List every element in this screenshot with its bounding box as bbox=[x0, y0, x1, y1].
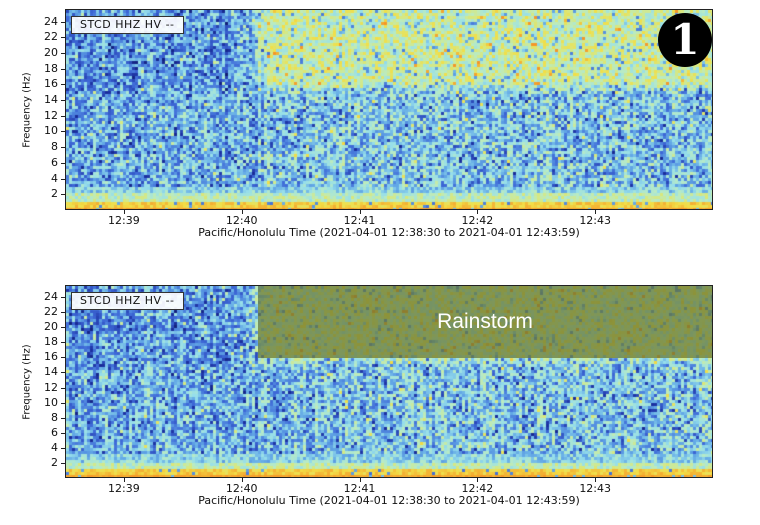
y-tick-mark bbox=[61, 22, 65, 23]
y-tick-label: 16 bbox=[44, 350, 58, 364]
y-tick-label: 10 bbox=[44, 124, 58, 138]
x-tick-label: 12:39 bbox=[108, 214, 140, 227]
y-tick-mark bbox=[61, 194, 65, 195]
x-tick-label: 12:41 bbox=[343, 482, 376, 495]
spectrogram-plot-bottom: Rainstorm STCD HHZ HV -- bbox=[65, 285, 713, 478]
x-tick-mark bbox=[360, 478, 361, 482]
x-tick-label: 12:41 bbox=[343, 214, 376, 227]
y-tick-mark bbox=[61, 100, 65, 101]
y-tick-mark bbox=[61, 372, 65, 373]
y-tick-label: 14 bbox=[44, 93, 58, 107]
y-tick-label: 22 bbox=[44, 305, 58, 319]
y-tick-label: 14 bbox=[44, 365, 58, 379]
y-tick-mark bbox=[61, 131, 65, 132]
y-tick-label: 6 bbox=[51, 425, 58, 439]
y-tick-mark bbox=[61, 297, 65, 298]
y-tick-label: 24 bbox=[44, 290, 58, 304]
x-tick-mark bbox=[477, 478, 478, 482]
y-tick-mark bbox=[61, 357, 65, 358]
x-tick-mark bbox=[595, 478, 596, 482]
y-tick-label: 18 bbox=[44, 61, 58, 75]
x-tick-label: 12:43 bbox=[579, 482, 612, 495]
y-tick-label: 24 bbox=[44, 14, 58, 28]
x-tick-label: 12:40 bbox=[225, 482, 258, 495]
x-tick-mark bbox=[242, 478, 243, 482]
x-tick-label: 12:42 bbox=[461, 482, 494, 495]
y-tick-label: 4 bbox=[51, 171, 58, 185]
y-tick-mark bbox=[61, 312, 65, 313]
y-tick-mark bbox=[61, 179, 65, 180]
y-tick-label: 2 bbox=[51, 455, 58, 469]
x-tick-label: 12:40 bbox=[225, 214, 258, 227]
y-tick-mark bbox=[61, 69, 65, 70]
y-tick-label: 12 bbox=[44, 108, 58, 122]
spectrogram-canvas-top bbox=[66, 10, 712, 209]
station-legend-top: STCD HHZ HV -- bbox=[71, 16, 184, 34]
y-tick-mark bbox=[61, 403, 65, 404]
y-tick-mark bbox=[61, 116, 65, 117]
y-tick-label: 22 bbox=[44, 30, 58, 44]
y-tick-mark bbox=[61, 163, 65, 164]
y-tick-mark bbox=[61, 448, 65, 449]
x-tick-mark bbox=[595, 210, 596, 214]
y-tick-label: 16 bbox=[44, 77, 58, 91]
rainstorm-annotation-box: Rainstorm bbox=[258, 286, 712, 358]
y-tick-label: 2 bbox=[51, 187, 58, 201]
y-tick-label: 20 bbox=[44, 320, 58, 334]
y-tick-label: 6 bbox=[51, 155, 58, 169]
y-tick-mark bbox=[61, 84, 65, 85]
x-tick-mark bbox=[360, 210, 361, 214]
x-tick-label: 12:42 bbox=[461, 214, 494, 227]
y-tick-label: 18 bbox=[44, 335, 58, 349]
x-axis-label-top: Pacific/Honolulu Time (2021-04-01 12:38:… bbox=[198, 226, 580, 239]
y-tick-mark bbox=[61, 327, 65, 328]
y-tick-mark bbox=[61, 388, 65, 389]
y-tick-mark bbox=[61, 53, 65, 54]
x-tick-label: 12:43 bbox=[579, 214, 612, 227]
y-tick-mark bbox=[61, 37, 65, 38]
y-tick-mark bbox=[61, 342, 65, 343]
y-tick-label: 8 bbox=[51, 410, 58, 424]
y-tick-label: 4 bbox=[51, 440, 58, 454]
x-tick-mark bbox=[124, 210, 125, 214]
x-tick-mark bbox=[242, 210, 243, 214]
station-legend-bottom: STCD HHZ HV -- bbox=[71, 292, 184, 310]
x-axis-label-bottom: Pacific/Honolulu Time (2021-04-01 12:38:… bbox=[198, 494, 580, 507]
x-tick-label: 12:39 bbox=[108, 482, 140, 495]
y-tick-mark bbox=[61, 433, 65, 434]
y-tick-label: 10 bbox=[44, 395, 58, 409]
y-tick-label: 8 bbox=[51, 140, 58, 154]
y-tick-mark bbox=[61, 463, 65, 464]
step-number-badge: 1 bbox=[658, 13, 712, 67]
step-number-label: 1 bbox=[670, 15, 700, 64]
spectrogram-plot-top: STCD HHZ HV -- 1 bbox=[65, 9, 713, 210]
y-tick-label: 20 bbox=[44, 45, 58, 59]
x-tick-mark bbox=[477, 210, 478, 214]
y-tick-mark bbox=[61, 147, 65, 148]
y-tick-mark bbox=[61, 418, 65, 419]
y-tick-label: 12 bbox=[44, 380, 58, 394]
x-tick-mark bbox=[124, 478, 125, 482]
rainstorm-annotation-label: Rainstorm bbox=[437, 310, 533, 333]
